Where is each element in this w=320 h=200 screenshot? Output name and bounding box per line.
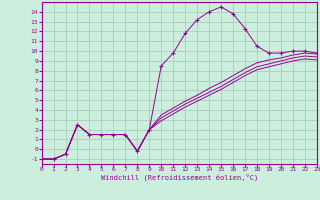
X-axis label: Windchill (Refroidissement éolien,°C): Windchill (Refroidissement éolien,°C) [100, 174, 258, 181]
